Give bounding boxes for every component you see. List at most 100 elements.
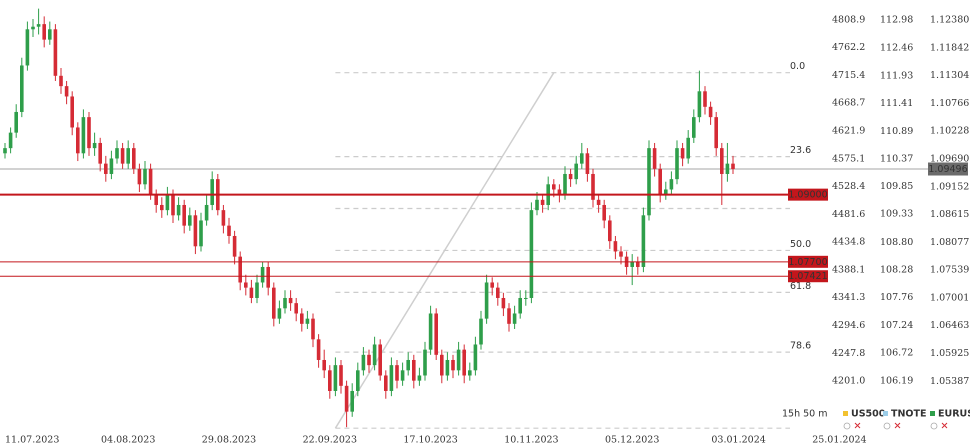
candle-body [574, 163, 578, 180]
candle-body [367, 354, 371, 366]
legend-eye[interactable] [843, 422, 851, 430]
candle-body [311, 318, 315, 340]
candle-body [204, 204, 209, 221]
y-tick-label: 1.07001 [930, 292, 969, 303]
candle-body [395, 365, 399, 381]
x-tick-label: 29.08.2023 [202, 435, 256, 446]
y-tick-label: 107.76 [880, 292, 913, 303]
candle-body [613, 241, 618, 252]
y-tick-label: 1.10766 [930, 98, 969, 109]
candle-body [440, 354, 444, 376]
y-tick-label: 4247.8 [832, 348, 865, 359]
y-tick-label: 110.89 [880, 126, 913, 137]
candle-body [260, 266, 265, 283]
y-tick-label: 4528.4 [832, 181, 865, 192]
x-tick-label: 22.09.2023 [303, 435, 357, 446]
y-tick-label: 1.08615 [930, 209, 969, 220]
candle-body [680, 148, 685, 159]
y-tick-label: 106.72 [880, 347, 913, 358]
candle-body [132, 148, 136, 169]
candle-body [8, 132, 13, 149]
legend-label: EURUSD [938, 409, 970, 420]
candle-body [104, 163, 108, 174]
y-tick-label: 4481.6 [832, 209, 865, 220]
y-tick-label: 111.41 [880, 98, 913, 109]
y-tick-label: 4575.1 [832, 153, 865, 164]
candle-body [59, 75, 63, 87]
candle-body [445, 359, 450, 376]
level-label: 1.07421 [788, 271, 827, 282]
candle-body [333, 365, 338, 391]
fib-label: 23.6 [790, 145, 811, 156]
candle-body [316, 339, 321, 360]
candle-body [720, 148, 724, 174]
candle-body [137, 168, 142, 185]
candle-body [630, 261, 634, 267]
level-tag [788, 188, 828, 201]
y-tick-label: 109.85 [880, 181, 913, 192]
legend-close[interactable] [854, 422, 861, 429]
x-tick-label: 04.08.2023 [101, 435, 155, 446]
candle-body [87, 117, 91, 149]
candle-body [232, 235, 237, 257]
candle-body [602, 204, 606, 221]
legend-eye[interactable] [930, 422, 938, 430]
candle-body [507, 308, 511, 324]
candle-body [641, 215, 646, 267]
candle-body [188, 215, 192, 226]
x-tick-label: 25.01.2024 [812, 435, 866, 446]
candle-body [81, 117, 86, 154]
candle-body [255, 282, 259, 298]
candle-body [322, 359, 326, 371]
candle-body [490, 282, 494, 288]
y-tick-label: 110.37 [880, 153, 913, 164]
axes: 4808.9 4762.2 4715.4 4668.7 4621.9 4575.1 4528… [5, 14, 969, 445]
candle-body [238, 256, 242, 283]
legend-swatch [930, 411, 935, 416]
legend-swatch [843, 411, 848, 416]
candle-body [64, 86, 69, 97]
candle-body [456, 349, 461, 371]
y-tick-label: 112.46 [880, 42, 913, 53]
candle-body [512, 313, 517, 324]
y-tick-label: 111.93 [880, 71, 913, 82]
candle-body [25, 29, 30, 66]
y-tick-label: 1.11842 [930, 42, 969, 53]
candle-body [384, 375, 388, 391]
candle-body [92, 142, 97, 149]
candle-body [31, 26, 35, 30]
candle-body [652, 148, 657, 169]
last-price-label: 1.09496 [928, 164, 967, 175]
legend-eye[interactable] [883, 422, 891, 430]
candle-body [664, 189, 668, 195]
y-tick-label: 4294.6 [832, 320, 865, 331]
candle-body [591, 173, 595, 200]
legend-close[interactable] [894, 422, 901, 429]
candle-body [731, 163, 735, 170]
x-tick-label: 05.12.2023 [605, 435, 659, 446]
candle-body [199, 220, 203, 247]
y-tick-label: 1.08077 [930, 237, 969, 248]
candle-body [244, 282, 248, 288]
candle-body [585, 153, 590, 174]
candle-body [708, 106, 713, 118]
candle-body [70, 96, 74, 128]
y-tick-label: 4201.0 [832, 376, 865, 387]
last-price-tag [928, 162, 968, 176]
candle-body [339, 365, 343, 386]
legend-close[interactable] [941, 422, 948, 429]
x-tick-label: 17.10.2023 [403, 435, 457, 446]
candle-body [361, 354, 366, 371]
candle-body [115, 148, 119, 159]
candle-body [182, 204, 186, 226]
candle-body [378, 344, 382, 376]
candle-body [468, 370, 472, 376]
candle-body [479, 318, 483, 345]
y-tick-label: 1.07539 [930, 265, 969, 276]
candle-body [596, 199, 601, 205]
candle-body [580, 153, 584, 164]
x-tick-label: 11.07.2023 [5, 435, 59, 446]
legend-label: TNOTE [891, 409, 926, 420]
candle-body [389, 365, 394, 391]
fib-label: 50.0 [790, 239, 811, 250]
